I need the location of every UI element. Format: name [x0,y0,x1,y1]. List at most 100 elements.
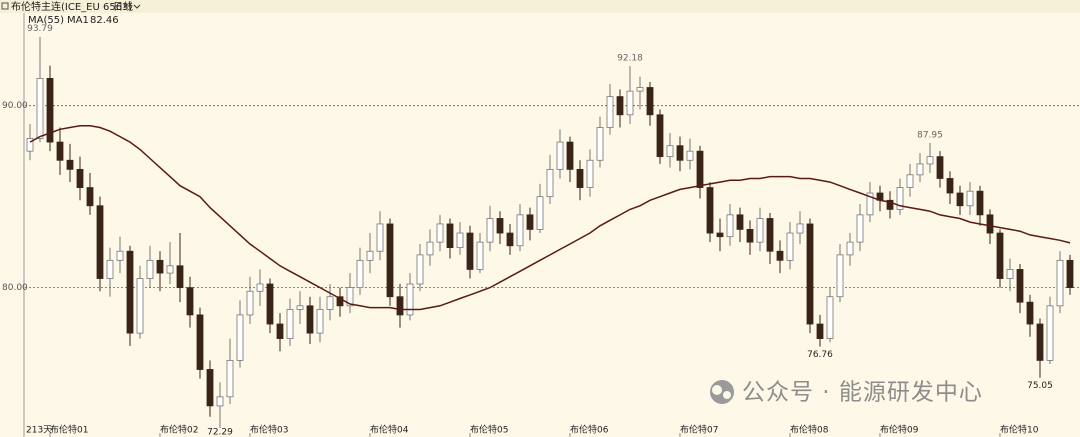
candle-body [296,305,304,310]
candle-body [66,159,74,170]
candle-body [56,141,64,161]
candle-body [536,196,544,230]
candle-body [676,145,684,161]
candle-body [706,187,714,234]
y-tick-label: 80.00 [2,283,28,293]
candle-body [866,192,874,216]
candle-body [956,192,964,207]
dropdown-arrow[interactable] [133,4,141,9]
candle-body [196,314,204,370]
candle-body [806,223,814,325]
high-label: 87.95 [917,130,943,140]
watermark-icon-bubble [712,385,722,395]
candle-body [416,254,424,285]
candle-body [816,323,824,339]
candle-body [896,187,904,210]
candle-body [216,396,224,407]
ma-line [29,124,1071,311]
candle-body [336,296,344,307]
candle-body [226,360,234,398]
candle-body [86,187,94,207]
x-tick-label: 布伦特02 [160,424,198,436]
candle-body [606,96,614,128]
candle-body [836,254,844,298]
candle-body [996,232,1004,279]
candle-body [946,178,954,194]
candle-body [366,250,374,261]
candle-body [386,223,394,298]
candle-body [736,214,744,230]
ma-value: 82.46 [90,15,119,26]
candle-body [246,290,254,316]
candle-body [136,278,144,334]
candle-body [406,283,414,316]
candle-body [236,314,244,361]
candle-body [476,241,484,270]
candle-body [456,232,464,249]
candle-body [526,214,534,230]
candle-body [396,296,404,316]
candle-body [436,223,444,243]
ma-name: MA1 [67,15,89,26]
candle-body [776,250,784,261]
candle-body [586,159,594,188]
candle-body [256,283,264,292]
candle-body [506,232,514,247]
low-label: 72.29 [207,428,233,437]
candle-body [966,190,974,207]
candle-body [686,150,694,161]
candle-body [926,156,934,165]
candle-body [496,218,504,234]
low-label: 76.76 [807,350,833,360]
candle-body [176,265,184,289]
candle-body [756,218,764,243]
candle-body [576,168,584,188]
x-tick-label: 布伦特01 [50,424,88,436]
candle-body [306,305,314,334]
x-tick-label: 布伦特07 [680,424,718,436]
bar-count: 213天 [26,426,52,436]
candle-body [636,87,644,92]
candle-body [646,87,654,116]
candle-body [106,259,114,279]
candle-body [376,223,384,252]
candle-body [346,287,354,307]
candle-body [1006,269,1014,279]
candle-body [426,241,434,256]
candle-body [156,259,164,274]
candle-body [466,232,474,270]
candle-body [26,138,34,152]
period-selector[interactable]: 日线 [113,0,133,13]
candle-body [486,218,494,243]
candle-body [856,214,864,243]
candle-body [276,323,284,339]
candle-body [666,145,674,158]
candle-body [326,296,334,310]
menu-icon[interactable] [1,2,9,10]
chart-title: 布伦特主连(ICE_EU 6563) [11,0,132,13]
candle-body [316,309,324,334]
candle-body [986,214,994,234]
candle-body [976,190,984,216]
candle-body [186,287,194,316]
candle-body [116,250,124,261]
candle-body [566,141,574,170]
x-tick-label: 布伦特06 [570,424,609,436]
candle-body [656,114,664,158]
candle-body [76,168,84,188]
candle-body [206,369,214,407]
candle-body [916,163,924,176]
candle-body [266,283,274,325]
candle-body [556,141,564,170]
watermark-icon-bubble [723,391,731,399]
candle-body [626,90,634,116]
candle-body [746,229,754,243]
watermark: 公众号 · 能源研发中心 [742,380,983,406]
candle-body [126,250,134,334]
candle-body [1046,305,1054,361]
high-label: 93.79 [27,24,53,34]
candle-body [716,232,724,238]
candle-body [46,78,54,143]
watermark-group: 公众号 · 能源研发中心 [710,380,983,406]
